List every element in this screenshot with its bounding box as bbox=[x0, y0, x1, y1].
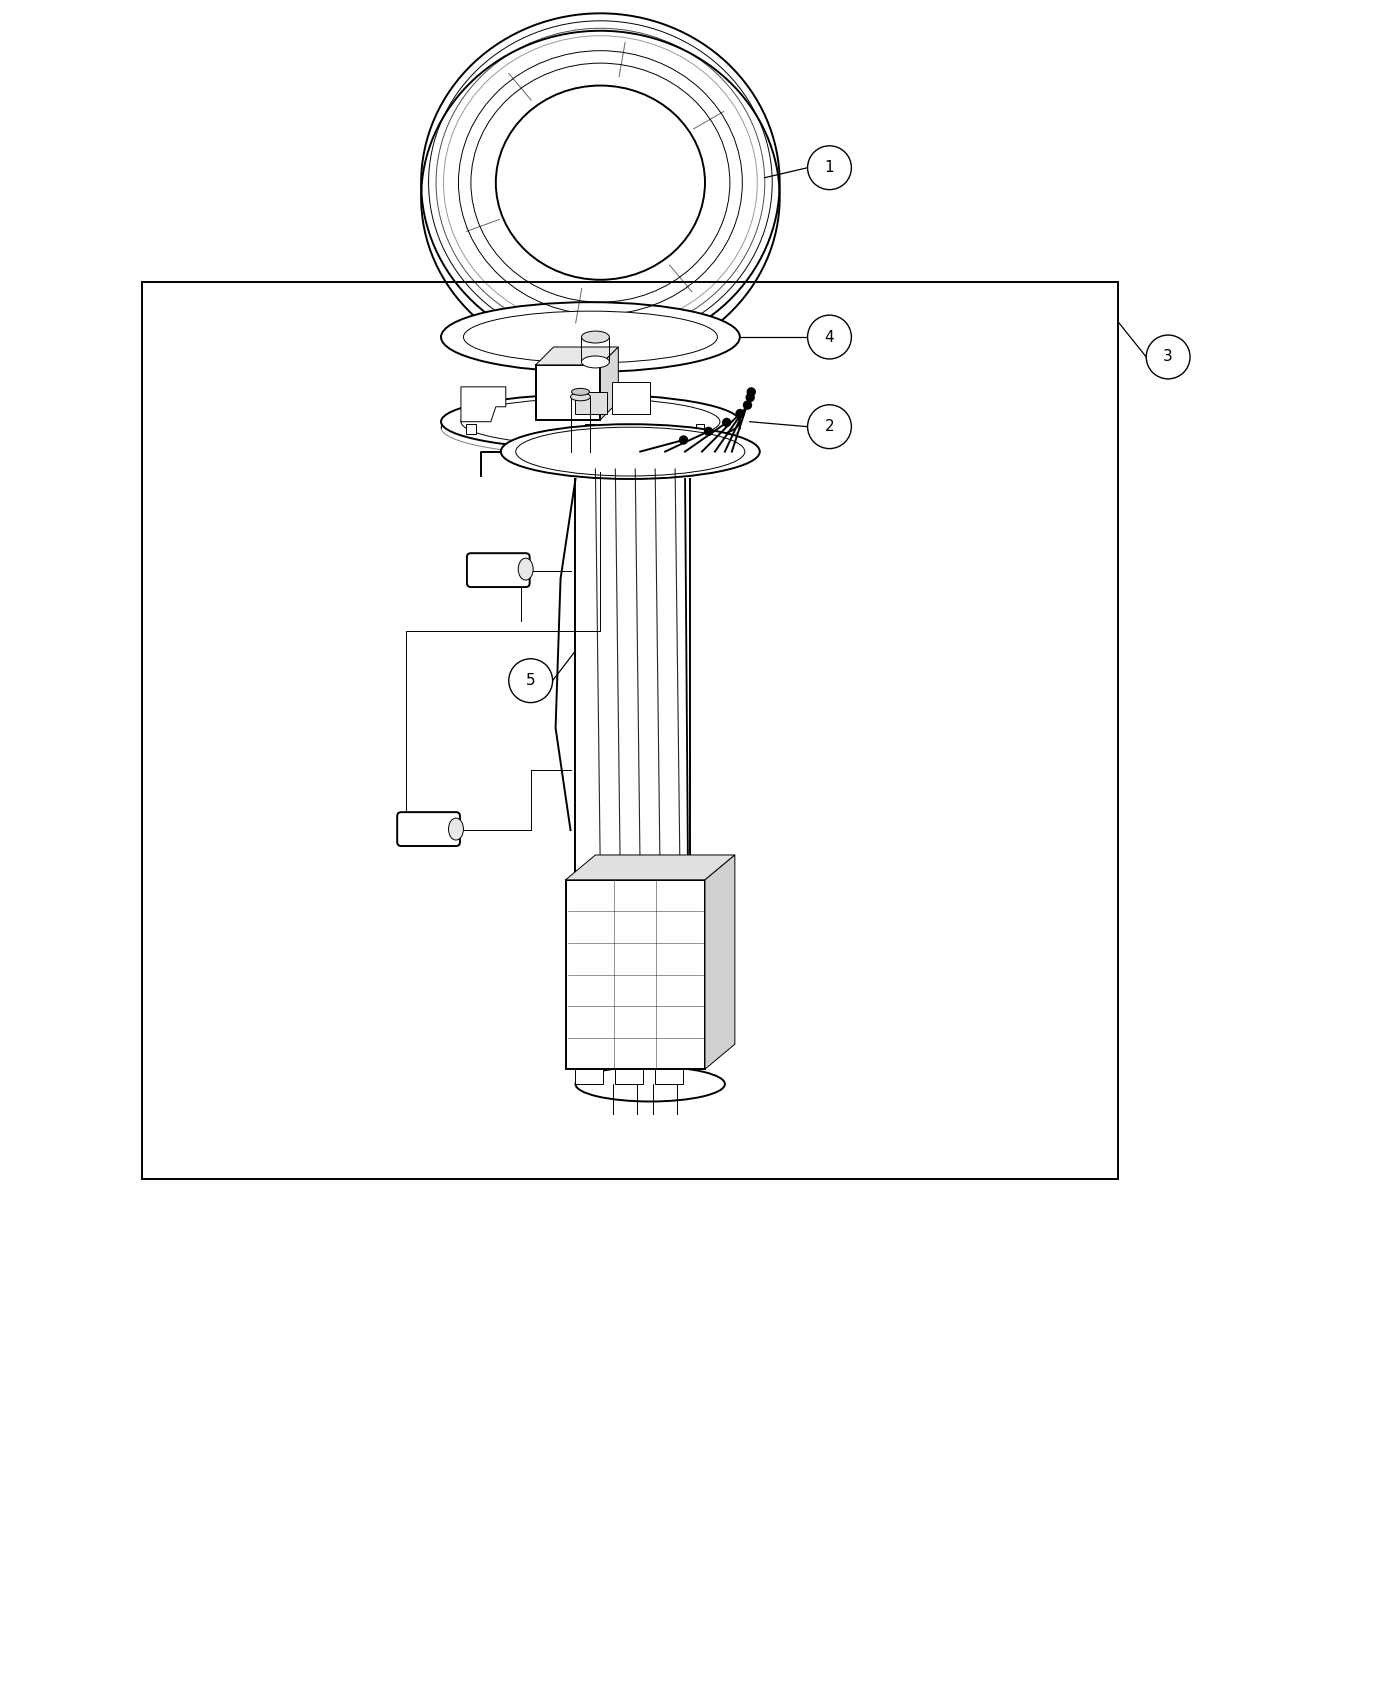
Circle shape bbox=[704, 427, 713, 435]
Ellipse shape bbox=[496, 85, 706, 280]
Ellipse shape bbox=[463, 311, 717, 362]
Bar bbox=[616, 1069, 643, 1085]
Ellipse shape bbox=[518, 558, 533, 580]
Circle shape bbox=[808, 405, 851, 449]
Circle shape bbox=[808, 146, 851, 190]
Text: 3: 3 bbox=[1163, 350, 1173, 364]
Ellipse shape bbox=[581, 355, 609, 367]
Circle shape bbox=[1147, 335, 1190, 379]
Circle shape bbox=[746, 393, 755, 401]
Bar bbox=[536, 366, 601, 420]
Bar bbox=[143, 282, 1119, 1178]
Bar bbox=[566, 881, 706, 1069]
FancyBboxPatch shape bbox=[398, 813, 461, 847]
Bar bbox=[575, 391, 608, 413]
Bar bbox=[696, 423, 704, 434]
Bar bbox=[466, 423, 476, 434]
Text: 5: 5 bbox=[526, 673, 535, 689]
Ellipse shape bbox=[581, 332, 609, 343]
Bar bbox=[585, 423, 595, 434]
Ellipse shape bbox=[571, 388, 589, 396]
Bar bbox=[655, 1069, 683, 1085]
Ellipse shape bbox=[575, 1066, 725, 1102]
Circle shape bbox=[722, 418, 731, 427]
Polygon shape bbox=[536, 347, 619, 366]
Text: 2: 2 bbox=[825, 420, 834, 434]
Text: 1: 1 bbox=[825, 160, 834, 175]
Ellipse shape bbox=[448, 818, 463, 840]
Polygon shape bbox=[566, 855, 735, 881]
Circle shape bbox=[508, 660, 553, 702]
Circle shape bbox=[679, 435, 687, 444]
Circle shape bbox=[748, 388, 755, 396]
Bar bbox=[575, 1069, 603, 1085]
Circle shape bbox=[743, 401, 752, 410]
Ellipse shape bbox=[441, 303, 739, 372]
Circle shape bbox=[736, 410, 743, 418]
FancyBboxPatch shape bbox=[468, 552, 529, 586]
Ellipse shape bbox=[441, 394, 739, 449]
Text: 4: 4 bbox=[825, 330, 834, 345]
Bar bbox=[612, 382, 650, 413]
Polygon shape bbox=[706, 855, 735, 1069]
Polygon shape bbox=[601, 347, 619, 420]
Polygon shape bbox=[461, 388, 505, 422]
Ellipse shape bbox=[501, 425, 760, 479]
Circle shape bbox=[808, 314, 851, 359]
Ellipse shape bbox=[571, 393, 591, 401]
